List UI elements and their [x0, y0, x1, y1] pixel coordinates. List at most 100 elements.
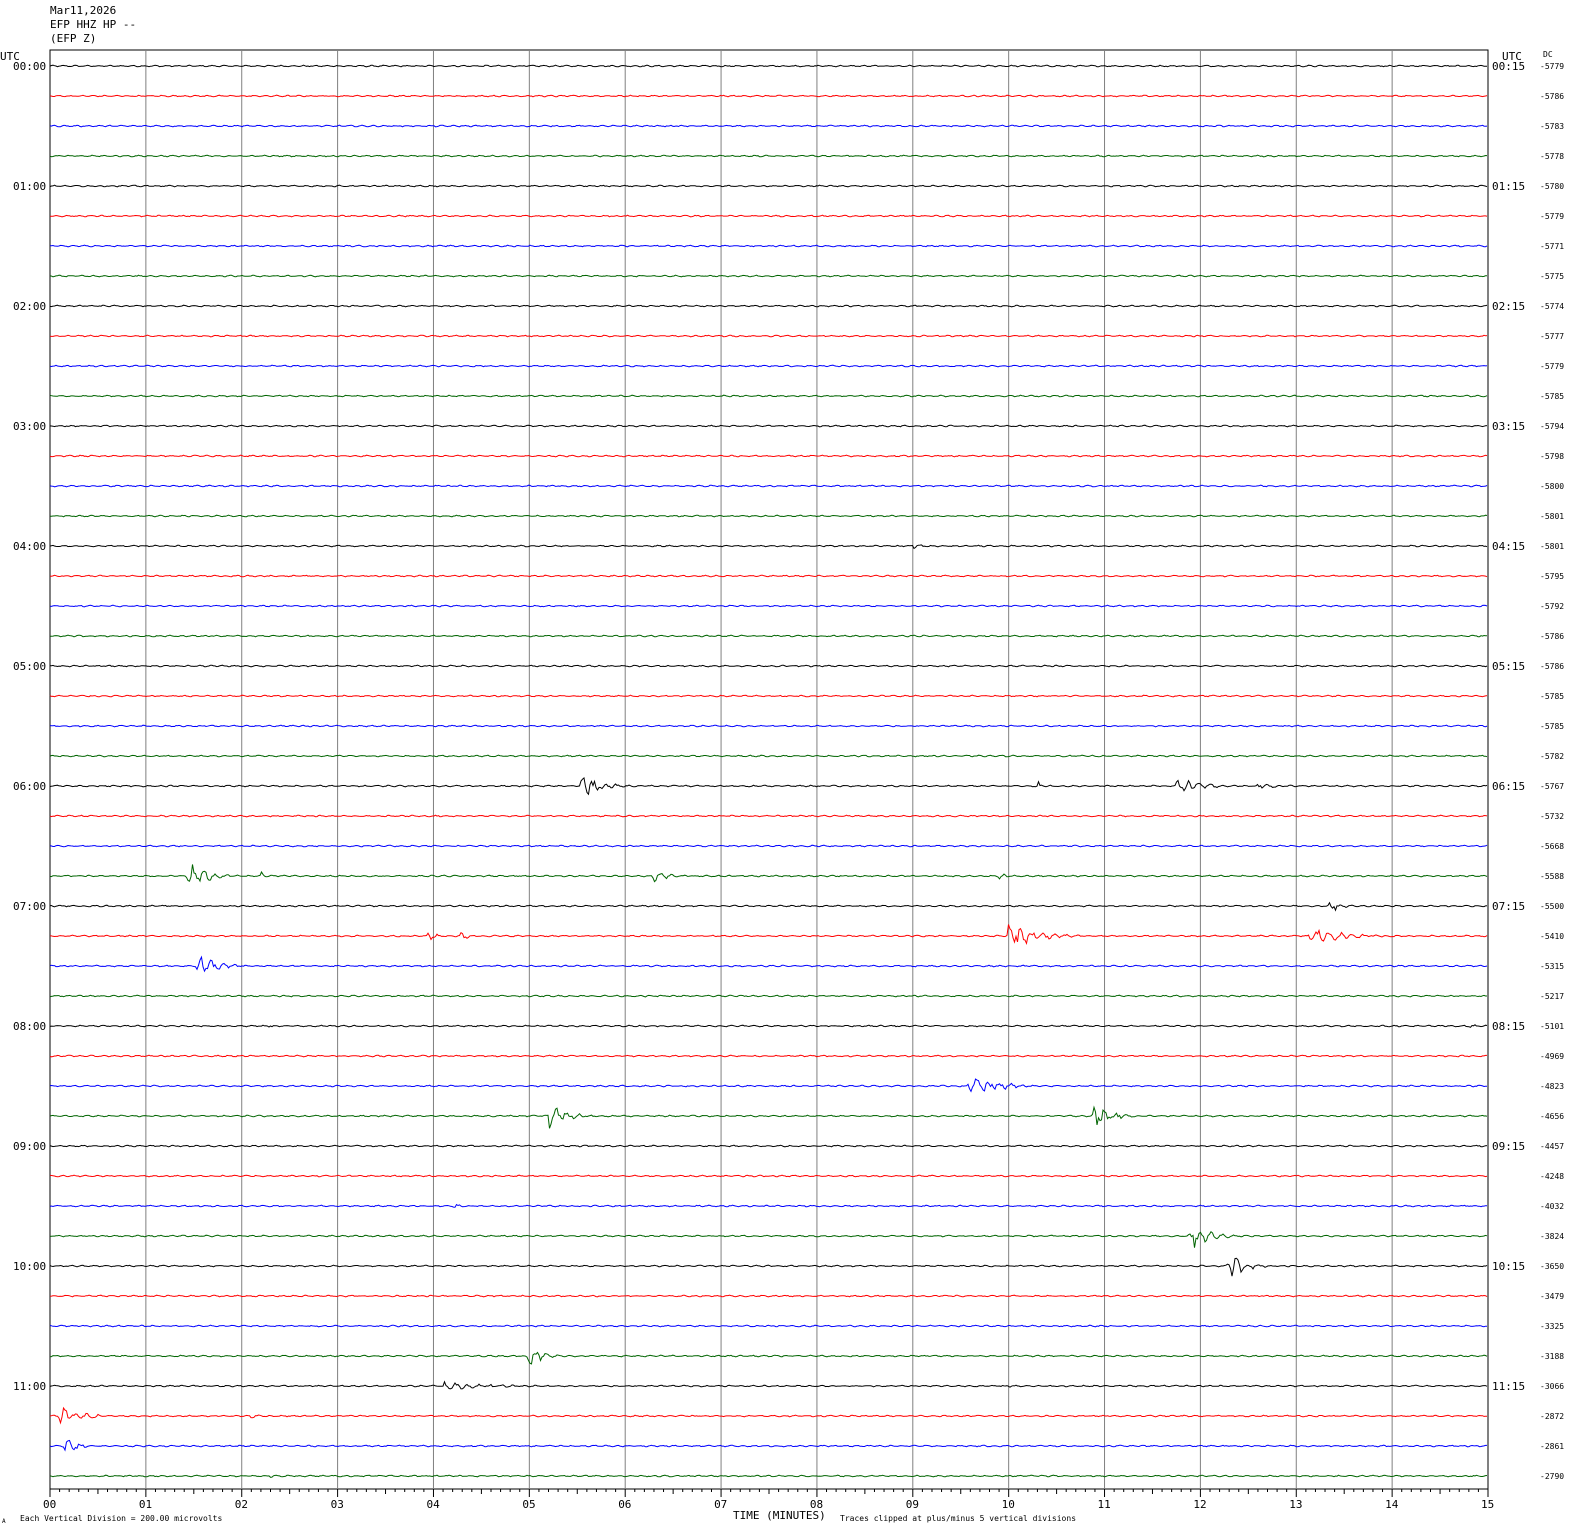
x-tick-label: 10 [1002, 1498, 1015, 1511]
trace-line-green [49, 1230, 1488, 1248]
left-hour-label: 07:00 [13, 900, 46, 913]
dc-offset-label: -5780 [1540, 182, 1564, 191]
trace-line-black [49, 1024, 1488, 1028]
dc-offset-label: -5801 [1540, 512, 1564, 521]
left-hour-label: 01:00 [13, 180, 46, 193]
trace-line-blue [49, 955, 1488, 973]
dc-offset-label: -3325 [1540, 1322, 1564, 1331]
trace-line-blue [49, 124, 1488, 128]
dc-offset-label: -4969 [1540, 1052, 1564, 1061]
clip-note: Traces clipped at plus/minus 5 vertical … [840, 1514, 1076, 1523]
corner-mark: A [2, 1518, 6, 1525]
trace-line-red [49, 214, 1488, 218]
left-hour-label: 02:00 [13, 300, 46, 313]
header-date: Mar11,2026 [50, 4, 117, 17]
x-tick-label: 12 [1193, 1498, 1206, 1511]
trace-line-green [49, 864, 1488, 883]
dc-offset-label: -5798 [1540, 452, 1564, 461]
x-tick-label: 13 [1289, 1498, 1302, 1511]
trace-line-green [50, 634, 1488, 638]
left-hour-label: 04:00 [13, 540, 46, 553]
x-tick-label: 11 [1098, 1498, 1111, 1511]
right-utc-label: UTC [1502, 50, 1522, 63]
dc-offset-label: -2861 [1540, 1442, 1564, 1451]
right-hour-label: 06:15 [1492, 780, 1525, 793]
trace-line-red [49, 94, 1488, 98]
right-hour-label: 07:15 [1492, 900, 1525, 913]
dc-offset-label: -3479 [1540, 1292, 1564, 1301]
right-hour-label: 05:15 [1492, 660, 1525, 673]
trace-line-green [49, 394, 1488, 398]
trace-line-black [49, 544, 1488, 550]
trace-line-black [49, 304, 1488, 308]
left-hour-label: 08:00 [13, 1020, 46, 1033]
right-hour-label: 08:15 [1492, 1020, 1525, 1033]
x-axis: 00 01 02 03 04 05 06 07 08 09 10 11 12 13 14 15 [43, 1489, 1494, 1511]
trace-line-green [49, 1474, 1488, 1478]
x-axis-title: TIME (MINUTES) [733, 1509, 826, 1522]
trace-line-blue [49, 1203, 1487, 1208]
dc-offset-label: -5785 [1540, 392, 1564, 401]
right-hour-label: 01:15 [1492, 180, 1525, 193]
grid-lines [49, 49, 1489, 1490]
x-tick-label: 09 [906, 1498, 919, 1511]
dc-offset-label: -3066 [1540, 1382, 1564, 1391]
dc-offset-label: -5668 [1540, 842, 1564, 851]
trace-line-blue [49, 1078, 1488, 1093]
x-tick-label: 04 [426, 1498, 440, 1511]
trace-line-red [49, 1174, 1488, 1178]
hour-labels: 00:00 01:00 02:00 03:00 04:00 05:00 06:00 07:00… [13, 60, 1525, 1393]
left-hour-label: 11:00 [13, 1380, 46, 1393]
left-hour-label: 10:00 [13, 1260, 46, 1273]
left-hour-label: 05:00 [13, 660, 46, 673]
dc-offset-label: -3188 [1540, 1352, 1564, 1361]
dc-offset-label: -5777 [1540, 332, 1564, 341]
dc-offset-label: -5775 [1540, 272, 1564, 281]
trace-line-green [49, 1105, 1488, 1129]
dc-offset-label: -5783 [1540, 122, 1564, 131]
trace-line-blue [49, 364, 1488, 368]
trace-line-red [49, 1406, 1488, 1425]
dc-offset-label: -5786 [1540, 92, 1564, 101]
dc-offset-label: -5785 [1540, 722, 1564, 731]
left-hour-label: 06:00 [13, 780, 46, 793]
dc-offset-label: -4823 [1540, 1082, 1564, 1091]
dc-offset-label: -5778 [1540, 152, 1564, 161]
header-station: EFP HHZ HP -- [50, 18, 137, 31]
trace-line-green [49, 154, 1488, 158]
plot-frame [49, 49, 1489, 1490]
trace-line-black [49, 64, 1487, 68]
dc-offset-label: -5785 [1540, 692, 1564, 701]
right-hour-label: 10:15 [1492, 1260, 1525, 1273]
right-hour-label: 09:15 [1492, 1140, 1525, 1153]
trace-line-green [49, 1351, 1488, 1365]
dc-offset-label: -5779 [1540, 62, 1564, 71]
dc-offset-label: -2790 [1540, 1472, 1564, 1481]
trace-line-green [49, 754, 1488, 758]
header-channel: (EFP Z) [50, 32, 97, 45]
trace-line-black [49, 1144, 1488, 1148]
trace-line-red [49, 1294, 1488, 1298]
trace-line-green [49, 514, 1488, 518]
right-hour-label: 03:15 [1492, 420, 1525, 433]
trace-line-red [49, 694, 1488, 698]
dc-offset-label: -5795 [1540, 572, 1564, 581]
dc-offset-label: -5732 [1540, 812, 1564, 821]
right-hour-label: 02:15 [1492, 300, 1525, 313]
trace-line-green [49, 994, 1487, 998]
right-hour-label: 00:15 [1492, 60, 1525, 73]
dc-offset-label: -5800 [1540, 482, 1564, 491]
dc-labels: -5779 -5786 -5783 -5778 -5780 -5779 -5771 -5775… [1540, 62, 1564, 1481]
dc-offset-label: -2872 [1540, 1412, 1564, 1421]
dc-offset-label: -3824 [1540, 1232, 1564, 1241]
dc-header-label: DC [1543, 50, 1553, 59]
x-tick-label: 08 [810, 1498, 823, 1511]
dc-offset-label: -4248 [1540, 1172, 1564, 1181]
trace-line-red [49, 574, 1488, 578]
x-tick-label: 00 [43, 1498, 56, 1511]
x-tick-label: 15 [1481, 1498, 1494, 1511]
dc-offset-label: -5771 [1540, 242, 1564, 251]
dc-offset-label: -5101 [1540, 1022, 1564, 1031]
dc-offset-label: -5801 [1540, 542, 1564, 551]
